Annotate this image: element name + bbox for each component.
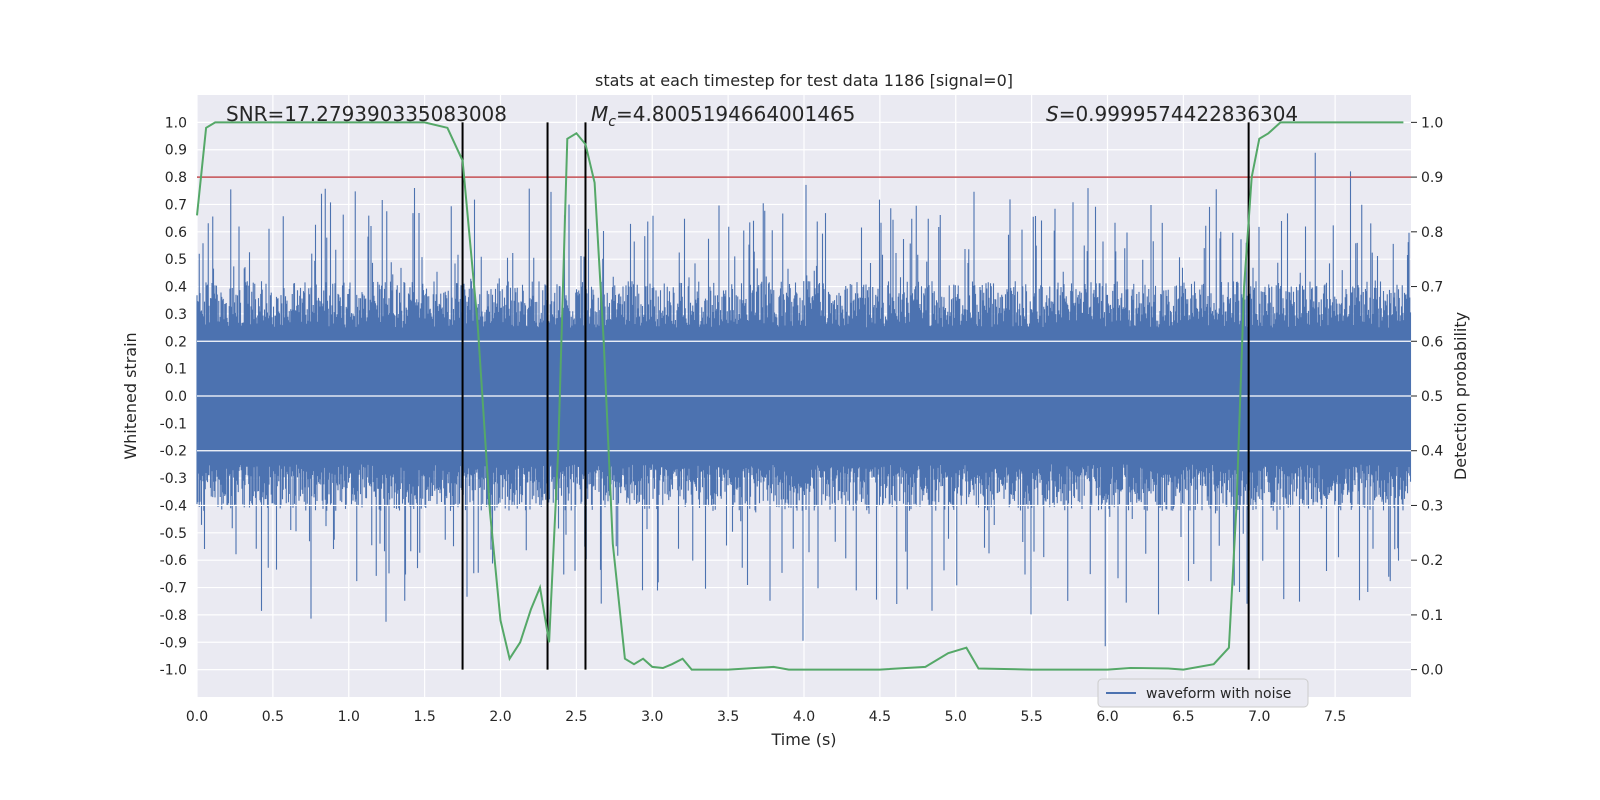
score-annotation: S=0.9999574422836304 [1046, 102, 1298, 126]
y2-tick-label: 0.2 [1421, 553, 1443, 569]
x-tick-label: 6.5 [1172, 709, 1194, 725]
score-value: =0.9999574422836304 [1059, 102, 1298, 126]
y-tick-label: 0.3 [165, 307, 187, 323]
legend-label: waveform with noise [1146, 686, 1291, 702]
y-axis-left: 1.0 0.9 0.8 0.7 0.6 0.5 0.4 0.3 0.2 0.1 0.0 -0.1 -0.… [160, 115, 187, 678]
x-tick-label: 4.0 [793, 709, 815, 725]
score-symbol: S [1046, 102, 1059, 126]
y-tick-label: -0.6 [160, 553, 187, 569]
y-tick-label: -0.3 [160, 471, 187, 487]
y-tick-label: 0.1 [165, 362, 187, 378]
x-tick-label: 2.0 [489, 709, 511, 725]
legend: waveform with noise [1097, 678, 1309, 708]
y-tick-label: 0.9 [165, 143, 187, 159]
chirp-mass-symbol: M [591, 102, 608, 126]
x-tick-label: 4.5 [869, 709, 891, 725]
y-tick-label: -0.1 [160, 416, 187, 432]
y-tick-label: -0.9 [160, 635, 187, 651]
y-tick-label: 0.7 [165, 197, 187, 213]
y-tick-label: -0.2 [160, 444, 187, 460]
detection-probability-series [196, 121, 1404, 671]
x-axis-label: Time (s) [770, 730, 836, 749]
chirp-mass-value: =4.8005194664001465 [616, 102, 855, 126]
legend-box [1097, 678, 1309, 708]
waveform-with-noise-series [196, 152, 1412, 647]
y-tick-label: 0.8 [165, 170, 187, 186]
y-tick-label: -1.0 [160, 663, 187, 679]
y2-tick-label: 0.5 [1421, 389, 1443, 405]
y-tick-label: -0.7 [160, 581, 187, 597]
x-axis: 0.0 0.5 1.0 1.5 2.0 2.5 3.0 3.5 4.0 4.5 5.0 5.5 6.0 6… [186, 709, 1346, 725]
y-axis-right: 1.0 0.9 0.8 0.7 0.6 0.5 0.4 0.3 0.2 0.1 0.0 [1411, 115, 1443, 679]
waveform-with-noise-line [196, 152, 1412, 647]
y2-tick-label: 0.1 [1421, 608, 1443, 624]
x-tick-label: 6.0 [1096, 709, 1118, 725]
y2-tick-label: 1.0 [1421, 115, 1443, 131]
y2-tick-label: 0.8 [1421, 225, 1443, 241]
x-tick-label: 5.0 [945, 709, 967, 725]
x-tick-label: 0.5 [262, 709, 284, 725]
chart-title: stats at each timestep for test data 118… [595, 71, 1013, 90]
x-tick-label: 1.0 [338, 709, 360, 725]
y-tick-label: 0.6 [165, 225, 187, 241]
y-tick-label: 0.4 [165, 280, 187, 296]
x-tick-label: 1.5 [413, 709, 435, 725]
snr-annotation: SNR=17.279390335083008 [226, 102, 507, 126]
detection-probability-line [196, 121, 1404, 671]
y-axis-label: Whitened strain [121, 332, 140, 459]
x-tick-label: 2.5 [565, 709, 587, 725]
y2-tick-label: 0.0 [1421, 663, 1443, 679]
y-tick-label: 0.2 [165, 334, 187, 350]
y-tick-label: 0.0 [165, 389, 187, 405]
y2-tick-label: 0.4 [1421, 444, 1443, 460]
y-tick-label: -0.4 [160, 498, 187, 514]
y2-tick-label: 0.7 [1421, 280, 1443, 296]
y2-tick-label: 0.6 [1421, 334, 1443, 350]
y-tick-label: 1.0 [165, 115, 187, 131]
x-tick-label: 7.0 [1248, 709, 1270, 725]
y-tick-label: -0.8 [160, 608, 187, 624]
x-tick-label: 3.0 [641, 709, 663, 725]
x-tick-label: 3.5 [717, 709, 739, 725]
x-tick-label: 5.5 [1020, 709, 1042, 725]
chirp-mass-subscript: c [608, 114, 616, 130]
chirp-mass-annotation: Mc=4.8005194664001465 [591, 102, 855, 130]
y2-tick-label: 0.9 [1421, 170, 1443, 186]
y2-tick-label: 0.3 [1421, 498, 1443, 514]
x-tick-label: 7.5 [1324, 709, 1346, 725]
grid-lines-overlay [197, 340, 1411, 507]
y-tick-label: -0.5 [160, 526, 187, 542]
y2-axis-label: Detection probability [1451, 312, 1470, 480]
y-tick-label: 0.5 [165, 252, 187, 268]
x-tick-label: 0.0 [186, 709, 208, 725]
